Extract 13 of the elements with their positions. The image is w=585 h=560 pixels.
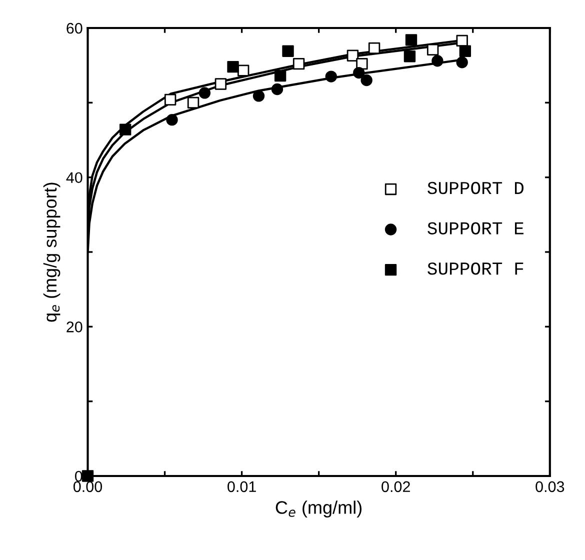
y-axis-title: q$_{e}$ (mg/g support) bbox=[43, 182, 60, 322]
x-tick-label: 0.02 bbox=[382, 481, 410, 492]
y-tick-label: 0 bbox=[74, 470, 82, 482]
y-tick-label: 60 bbox=[66, 22, 82, 34]
legend-label: SUPPORT E bbox=[428, 222, 524, 234]
legend-label: SUPPORT D bbox=[428, 182, 524, 194]
legend-label: SUPPORT F bbox=[428, 262, 524, 275]
y-tick-label: 20 bbox=[66, 322, 82, 332]
y-tick-label: 40 bbox=[66, 172, 82, 184]
x-tick-label: 0.00 bbox=[73, 481, 102, 492]
x-axis-title: C$_{e}$ (mg/ml) bbox=[276, 500, 362, 518]
x-tick-label: 0.01 bbox=[228, 481, 256, 492]
x-tick-label: 0.03 bbox=[536, 481, 564, 492]
